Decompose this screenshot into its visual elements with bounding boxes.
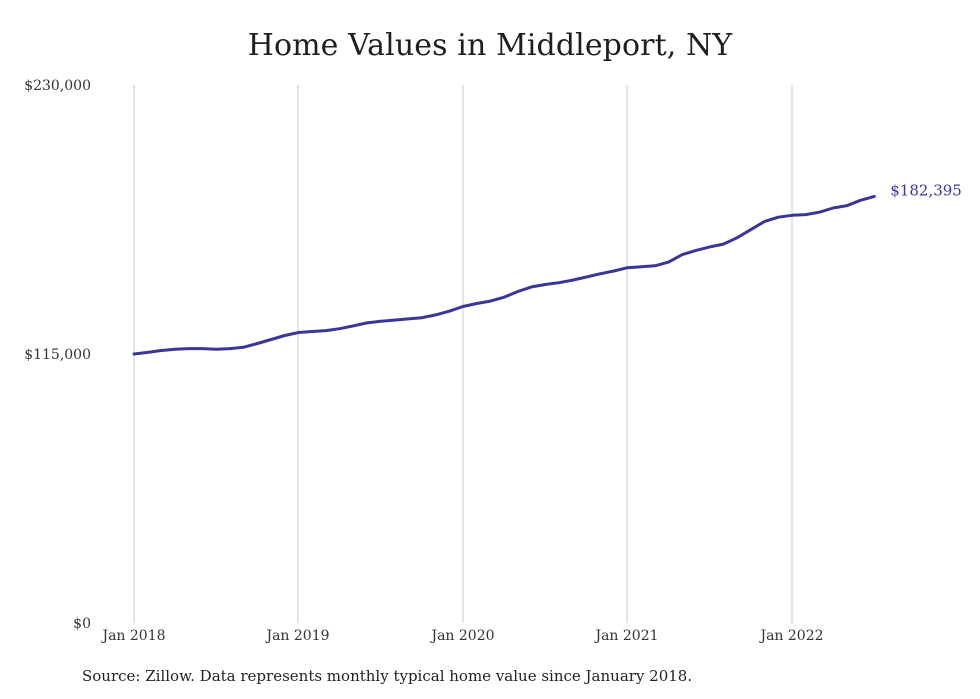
end-value-label: $182,395 — [890, 181, 962, 199]
x-tick-label: Jan 2022 — [758, 628, 823, 644]
gridlines — [133, 85, 793, 623]
series-line — [132, 194, 876, 356]
series-line-group — [132, 194, 876, 356]
source-note: Source: Zillow. Data represents monthly … — [82, 667, 693, 685]
x-axis-ticks: Jan 2018 Jan 2019 Jan 2020 Jan 2021 Jan 2022 — [100, 628, 823, 644]
x-tick-label: Jan 2021 — [593, 628, 658, 644]
y-tick-label: $115,000 — [24, 347, 91, 363]
end-label-group: $182,395 — [890, 181, 962, 199]
x-tick-label: Jan 2020 — [429, 628, 494, 644]
x-tick-label: Jan 2018 — [100, 628, 165, 644]
y-axis-ticks: $0 $115,000 $230,000 — [24, 78, 91, 632]
chart-title: Home Values in Middleport, NY — [247, 28, 733, 63]
y-tick-label: $230,000 — [24, 78, 91, 94]
x-tick-label: Jan 2019 — [264, 628, 329, 644]
y-tick-label: $0 — [73, 616, 91, 632]
